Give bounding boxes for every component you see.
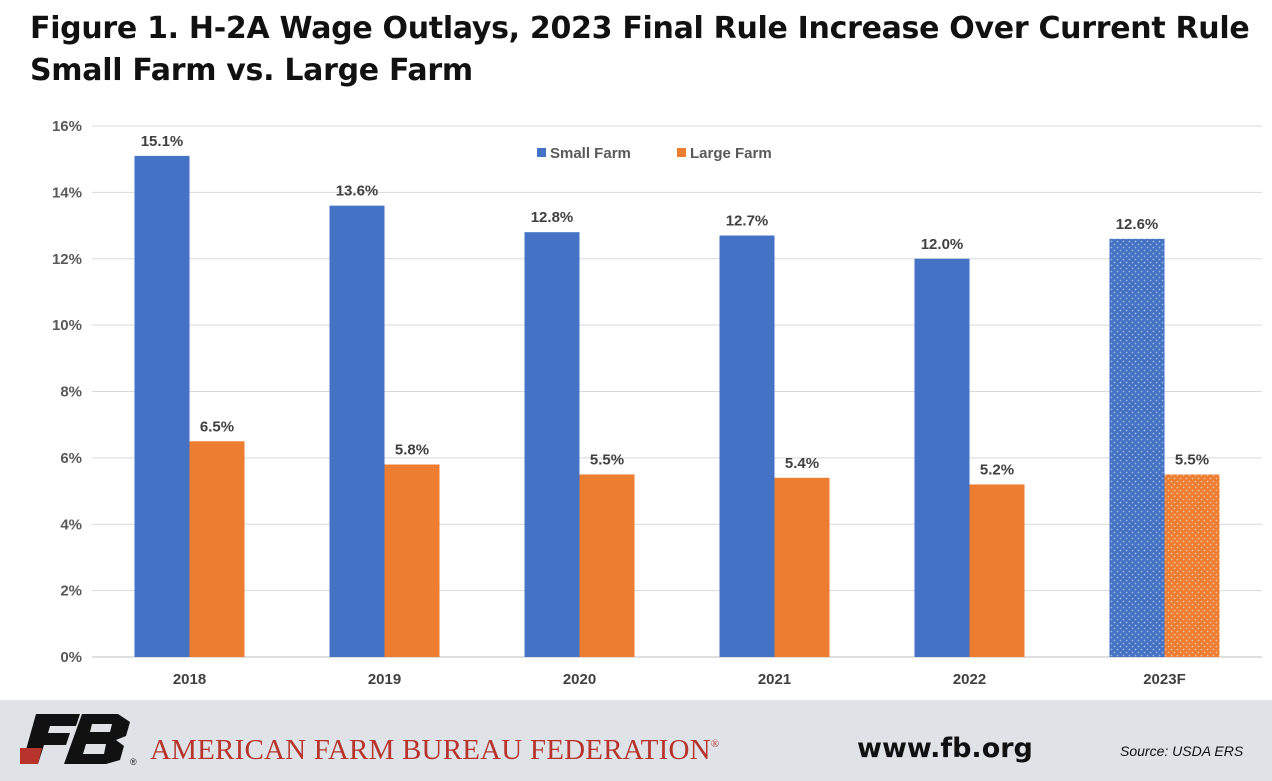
chart-title-line2: Small Farm vs. Large Farm bbox=[30, 53, 473, 88]
chart-title-line1: Figure 1. H-2A Wage Outlays, 2023 Final … bbox=[30, 11, 1250, 46]
data-label-small-farm-2022: 12.0% bbox=[921, 236, 964, 253]
data-label-large-farm-2020: 5.5% bbox=[590, 451, 624, 468]
x-tick-label: 2019 bbox=[368, 671, 401, 688]
y-tick-label: 4% bbox=[60, 516, 82, 533]
y-tick-label: 12% bbox=[52, 251, 82, 268]
chart-title: Figure 1. H-2A Wage Outlays, 2023 Final … bbox=[30, 8, 1250, 92]
footer-bar: ® AMERICAN FARM BUREAU FEDERATION® www.f… bbox=[0, 700, 1272, 781]
data-label-small-farm-2020: 12.8% bbox=[531, 209, 574, 226]
bar-small-farm-2021 bbox=[719, 235, 775, 658]
website-url: www.fb.org bbox=[857, 733, 1033, 764]
bar-small-farm-2020 bbox=[524, 232, 580, 657]
data-label-large-farm-2022: 5.2% bbox=[980, 461, 1014, 478]
bar-chart: 0% 2% 4% 6% 8% 10% 12% 14% 16% 15.1% 6.5% 13.6% 5.8… bbox=[52, 118, 1262, 688]
y-tick-label: 8% bbox=[60, 384, 82, 401]
legend-swatch-large-farm bbox=[677, 148, 686, 157]
legend-swatch-small-farm bbox=[537, 148, 546, 157]
bar-large-farm-2019 bbox=[384, 464, 440, 657]
legend-label-large-farm: Large Farm bbox=[690, 145, 772, 162]
y-tick-label: 10% bbox=[52, 317, 82, 334]
bar-large-farm-2021 bbox=[774, 477, 830, 657]
y-tick-label: 6% bbox=[60, 450, 82, 467]
y-tick-label: 0% bbox=[60, 649, 82, 666]
svg-text:®: ® bbox=[130, 757, 137, 767]
y-tick-label: 14% bbox=[52, 184, 82, 201]
bar-small-farm-2023F bbox=[1109, 238, 1165, 657]
y-tick-label: 2% bbox=[60, 583, 82, 600]
bar-small-farm-2018 bbox=[134, 155, 190, 657]
chart-legend: Small Farm Large Farm bbox=[537, 145, 772, 162]
bar-large-farm-2022 bbox=[969, 484, 1025, 657]
bar-large-farm-2020 bbox=[579, 474, 635, 657]
x-tick-label: 2023F bbox=[1143, 671, 1186, 688]
source-note: Source: USDA ERS bbox=[1120, 743, 1244, 759]
bar-small-farm-2019 bbox=[329, 205, 385, 657]
bar-large-farm-2023F bbox=[1164, 474, 1220, 657]
bar-large-farm-2018 bbox=[189, 441, 245, 657]
data-label-small-farm-2019: 13.6% bbox=[336, 183, 379, 200]
x-tick-label: 2022 bbox=[953, 671, 986, 688]
data-label-small-farm-2018: 15.1% bbox=[141, 133, 184, 150]
legend-label-small-farm: Small Farm bbox=[550, 145, 631, 162]
data-label-small-farm-2021: 12.7% bbox=[726, 213, 769, 230]
x-tick-label: 2018 bbox=[173, 671, 206, 688]
x-tick-label: 2021 bbox=[758, 671, 791, 688]
bar-small-farm-2022 bbox=[914, 258, 970, 657]
data-label-large-farm-2019: 5.8% bbox=[395, 442, 429, 459]
data-label-small-farm-2023F: 12.6% bbox=[1116, 216, 1159, 233]
organization-name: AMERICAN FARM BUREAU FEDERATION® bbox=[150, 734, 720, 766]
data-label-large-farm-2023F: 5.5% bbox=[1175, 451, 1209, 468]
data-label-large-farm-2021: 5.4% bbox=[785, 455, 819, 472]
x-tick-label: 2020 bbox=[563, 671, 596, 688]
y-tick-label: 16% bbox=[52, 118, 82, 135]
data-label-large-farm-2018: 6.5% bbox=[200, 418, 234, 435]
farm-bureau-logo: ® bbox=[20, 714, 137, 767]
